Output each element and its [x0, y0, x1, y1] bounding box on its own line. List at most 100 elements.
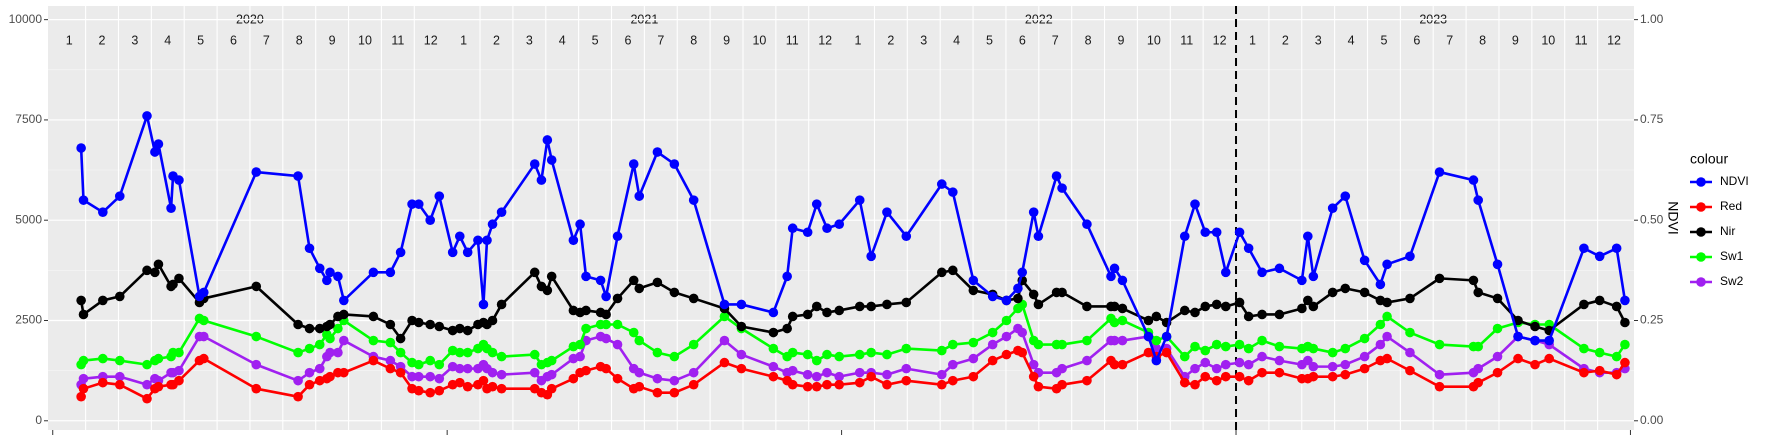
point [536, 175, 547, 185]
point [168, 279, 178, 290]
point [1033, 339, 1044, 350]
point [293, 347, 303, 358]
point [368, 267, 379, 278]
point [811, 355, 822, 366]
point [1190, 307, 1200, 318]
point [76, 295, 86, 306]
point [1375, 339, 1386, 350]
point [1220, 341, 1231, 352]
point [1434, 369, 1445, 380]
point [822, 223, 832, 234]
legend-title: colour [1690, 151, 1728, 167]
month-label: 3 [526, 33, 533, 47]
point [153, 139, 164, 149]
point [634, 283, 645, 294]
y-tick-label: 10000 [9, 12, 43, 26]
point [575, 219, 585, 230]
point [1473, 377, 1484, 388]
point [787, 311, 798, 322]
point [736, 321, 747, 332]
point [293, 171, 303, 181]
point [529, 267, 540, 278]
point [1405, 251, 1415, 262]
point [1243, 243, 1254, 254]
legend-label: NDVI [1720, 174, 1749, 188]
month-label: 11 [1180, 33, 1193, 47]
point [142, 359, 152, 370]
point [968, 353, 979, 364]
point [822, 307, 832, 318]
point [425, 319, 436, 330]
point [1243, 311, 1254, 322]
point [425, 215, 436, 226]
point [936, 369, 947, 380]
point [1327, 203, 1338, 213]
month-label: 2 [99, 33, 106, 47]
point [1611, 351, 1622, 362]
point [368, 355, 379, 366]
month-label: 9 [723, 33, 730, 47]
point [413, 371, 424, 382]
point [1434, 167, 1445, 177]
point [634, 191, 645, 201]
point [473, 235, 483, 246]
point [719, 357, 730, 368]
point [1161, 347, 1172, 358]
point [834, 219, 845, 230]
legend-label: Red [1720, 199, 1742, 213]
point [1492, 323, 1503, 334]
point [78, 355, 89, 366]
point [114, 379, 125, 390]
point [652, 147, 663, 157]
point [333, 323, 343, 334]
point [948, 187, 958, 197]
point [1057, 339, 1067, 350]
point [854, 367, 865, 378]
point [98, 207, 108, 217]
month-label: 3 [920, 33, 927, 47]
point [1382, 353, 1392, 364]
point [1308, 361, 1319, 372]
point [1117, 303, 1128, 314]
point [1308, 271, 1319, 282]
point [901, 343, 912, 354]
point [1109, 301, 1120, 312]
series [76, 299, 1630, 370]
point [782, 271, 792, 282]
point [1109, 317, 1120, 328]
point [811, 199, 822, 209]
point [1257, 367, 1267, 378]
point [1492, 259, 1503, 270]
point [1190, 379, 1200, 390]
point [174, 175, 184, 185]
point [601, 319, 611, 330]
point [251, 359, 262, 370]
point [293, 391, 303, 402]
month-label: 8 [1085, 33, 1092, 47]
point [1151, 355, 1162, 366]
point [142, 111, 152, 121]
point [634, 381, 645, 392]
point [150, 267, 160, 278]
month-label: 4 [1348, 33, 1355, 47]
point [1611, 301, 1622, 312]
point [1200, 371, 1211, 382]
point [462, 347, 473, 358]
point [1405, 327, 1415, 338]
point [882, 207, 892, 217]
point [719, 311, 730, 322]
point [425, 355, 436, 366]
month-label: 5 [986, 33, 993, 47]
point [1340, 191, 1351, 201]
month-label: 1 [855, 33, 862, 47]
point [612, 373, 623, 384]
point [314, 363, 325, 374]
point [98, 353, 108, 364]
month-label: 8 [1479, 33, 1486, 47]
point [822, 367, 832, 378]
point [948, 359, 958, 370]
point [142, 379, 152, 390]
point [395, 347, 406, 358]
point [1620, 295, 1630, 306]
month-label: 2 [1282, 33, 1289, 47]
